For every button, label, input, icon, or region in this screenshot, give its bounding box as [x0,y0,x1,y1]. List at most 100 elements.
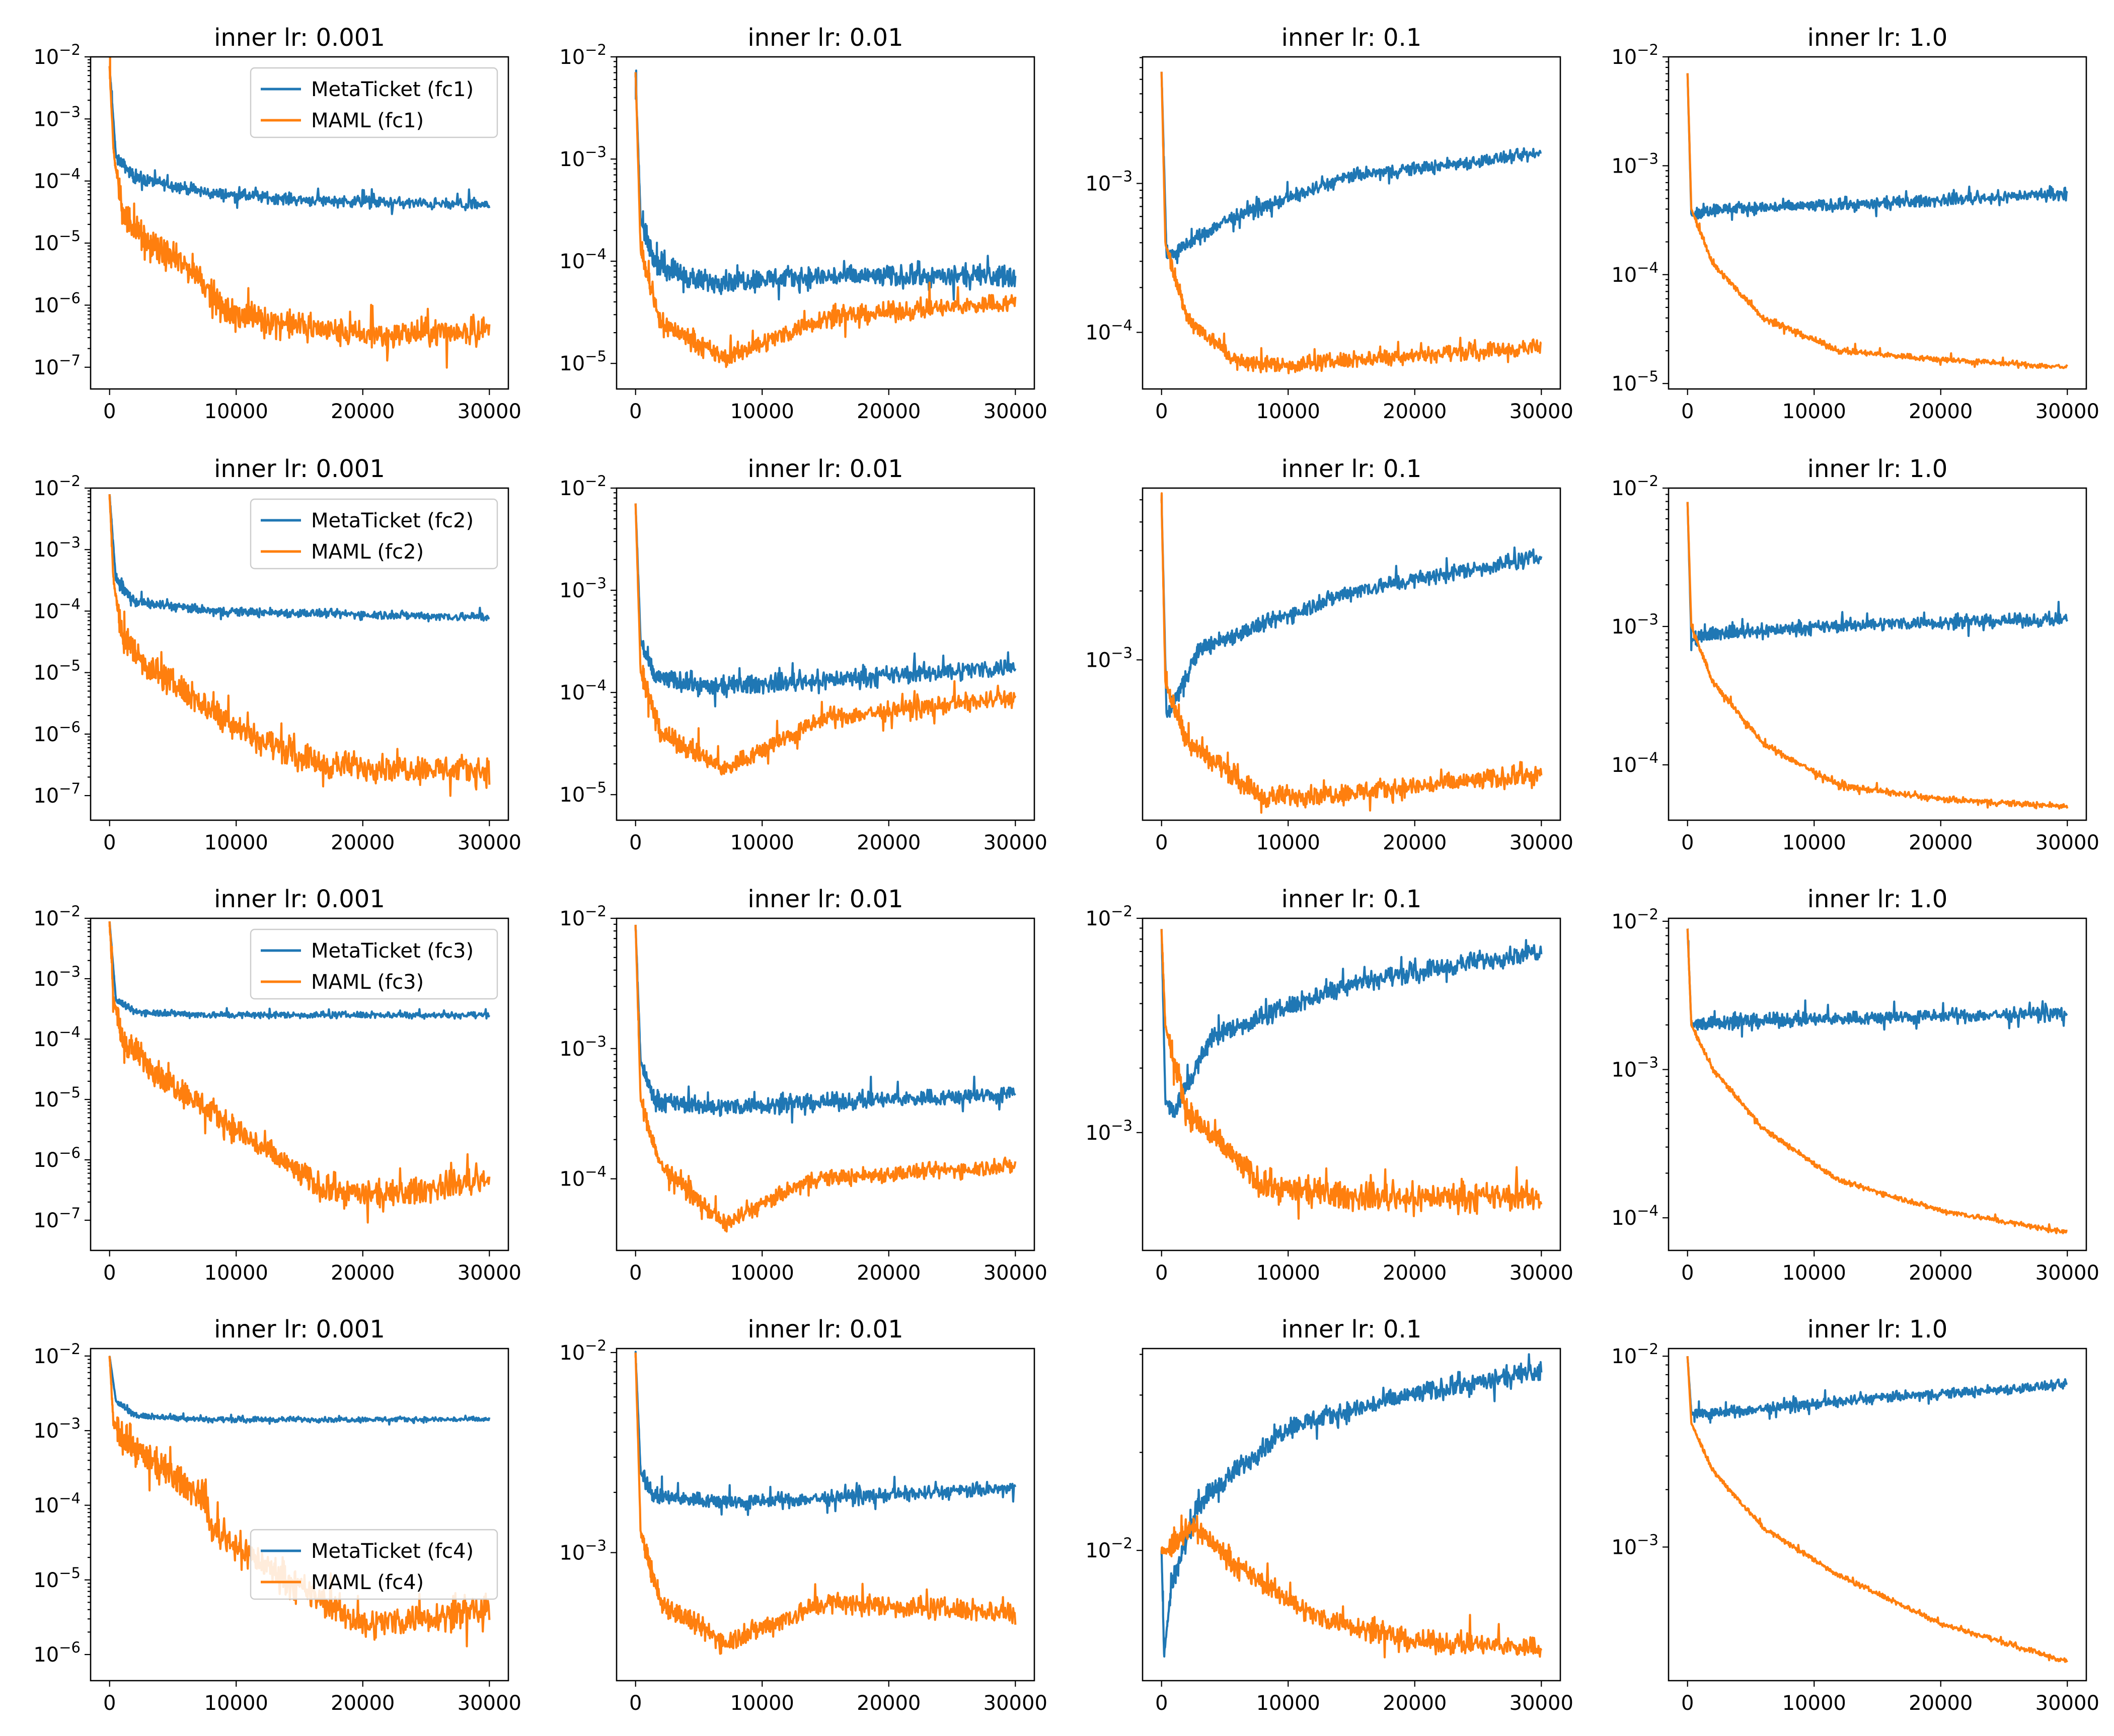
x-tick-label: 0 [629,400,642,423]
series-group [1160,929,1543,1220]
x-tick-label: 30000 [1509,831,1573,854]
x-tick-label: 0 [1681,1261,1694,1285]
x-tick-label: 10000 [730,1692,794,1715]
series-line-maml [634,1352,1017,1655]
x-tick-label: 0 [103,1692,116,1715]
series-group [1160,492,1543,814]
series-line-metaticket [1160,493,1543,718]
x-tick-label: 20000 [1909,400,1973,423]
x-tick-label: 20000 [331,1261,395,1285]
series-group [634,1351,1017,1655]
series-group [634,503,1017,776]
axes-frame [90,56,509,390]
y-tick-label: 10−2 [1085,903,1132,930]
y-tick-label: 10−5 [33,227,81,255]
y-tick-label: 10−5 [33,1084,81,1112]
x-tick-label: 20000 [1909,1261,1973,1285]
series-line-metaticket [634,69,1017,301]
series-line-metaticket [634,1351,1017,1516]
axes-frame [616,56,1035,390]
subplot-r0-c2: inner lr: 0.1 0 10000 20000 30000 10−3 10−4 [1085,24,1573,423]
axes-frame [616,917,1035,1251]
x-tick-label: 10000 [204,400,268,423]
y-tick-label: 10−4 [33,1023,81,1051]
y-tick-label: 10−7 [33,780,81,808]
x-tick-label: 30000 [984,1692,1047,1715]
x-tick-label: 30000 [2035,1261,2099,1285]
x-tick-label: 0 [1681,831,1694,854]
subplot-title: inner lr: 1.0 [1807,455,1948,483]
series-line-metaticket [108,921,491,1020]
x-tick-label: 10000 [1782,1261,1846,1285]
y-tick-label: 10−3 [1611,1054,1658,1082]
subplot-title: inner lr: 0.001 [214,1315,385,1344]
axes-frame [1142,917,1561,1251]
series-group [108,921,491,1224]
subplot-title: inner lr: 0.001 [214,885,385,913]
y-tick-label: 10−4 [33,166,81,193]
x-tick-label: 30000 [458,1692,521,1715]
series-line-maml [634,503,1017,776]
x-tick-label: 10000 [730,400,794,423]
axes-frame [1142,56,1561,390]
series-line-maml [1160,492,1543,814]
series-group [1686,502,2069,810]
subplot-r3-c2: inner lr: 0.1 0 10000 20000 30000 10−2 [1085,1315,1573,1715]
x-tick-label: 30000 [2035,400,2099,423]
y-tick-label: 10−2 [33,472,81,500]
x-tick-label: 10000 [1782,400,1846,423]
axes-frame [616,1348,1035,1682]
y-tick-label: 10−6 [33,1639,81,1667]
y-tick-label: 10−2 [1611,472,1658,500]
y-tick-label: 10−5 [33,1564,81,1592]
subplot-r1-c3: inner lr: 1.0 0 10000 20000 30000 10−2 10−3 10−… [1611,455,2099,854]
series-line-metaticket [1686,502,2069,652]
x-tick-label: 20000 [1909,1692,1973,1715]
y-tick-label: 10−4 [559,246,607,273]
y-tick-label: 10−6 [33,719,81,746]
y-tick-label: 10−2 [33,41,81,69]
x-tick-label: 30000 [984,1261,1047,1285]
subplot-title: inner lr: 0.001 [214,455,385,483]
x-tick-label: 0 [103,1261,116,1285]
subplot-r3-c1: inner lr: 0.01 0 10000 20000 30000 10−2 10−3 [559,1315,1047,1715]
x-tick-label: 20000 [1909,831,1973,854]
legend-label: MAML (fc3) [311,971,424,994]
y-tick-label: 10−3 [559,1537,607,1565]
legend-label: MetaTicket (fc1) [311,78,474,101]
y-tick-label: 10−3 [559,143,607,171]
axes-frame [90,917,509,1251]
series-group [1160,71,1542,374]
subplot-title: inner lr: 0.1 [1281,455,1422,483]
y-tick-label: 10−4 [1611,259,1658,287]
x-tick-label: 30000 [2035,831,2099,854]
legend-label: MAML (fc4) [311,1571,424,1594]
x-tick-label: 0 [1155,400,1168,423]
y-tick-label: 10−2 [1085,1535,1132,1562]
x-tick-label: 0 [1155,831,1168,854]
y-tick-label: 10−7 [33,1205,81,1232]
subplot-title: inner lr: 0.001 [214,24,385,52]
subplot-r2-c3: inner lr: 1.0 0 10000 20000 30000 10−2 10−3 10−… [1611,885,2099,1285]
subplot-title: inner lr: 1.0 [1807,1315,1948,1344]
series-line-maml [108,1356,491,1647]
y-tick-label: 10−3 [1611,150,1658,178]
x-tick-label: 10000 [730,1261,794,1285]
subplot-title: inner lr: 0.01 [747,24,903,52]
legend-label: MetaTicket (fc4) [311,1540,474,1563]
legend: MetaTicket (fc1) MAML (fc1) [250,67,498,138]
y-tick-label: 10−2 [559,1337,607,1365]
subplot-title: inner lr: 1.0 [1807,24,1948,52]
series-line-metaticket [1686,927,2068,1038]
x-tick-label: 0 [1155,1261,1168,1285]
x-tick-label: 10000 [1256,831,1320,854]
series-group [1686,1356,2068,1663]
y-tick-label: 10−2 [1611,41,1658,69]
series-group [1686,927,2068,1234]
x-tick-label: 0 [1155,1692,1168,1715]
x-tick-label: 10000 [204,1692,268,1715]
subplot-r0-c1: inner lr: 0.01 0 10000 20000 30000 10−2 10−3 10… [559,24,1047,423]
axes-frame [1668,56,2087,390]
series-line-maml [108,57,491,369]
series-line-metaticket [1160,71,1542,264]
